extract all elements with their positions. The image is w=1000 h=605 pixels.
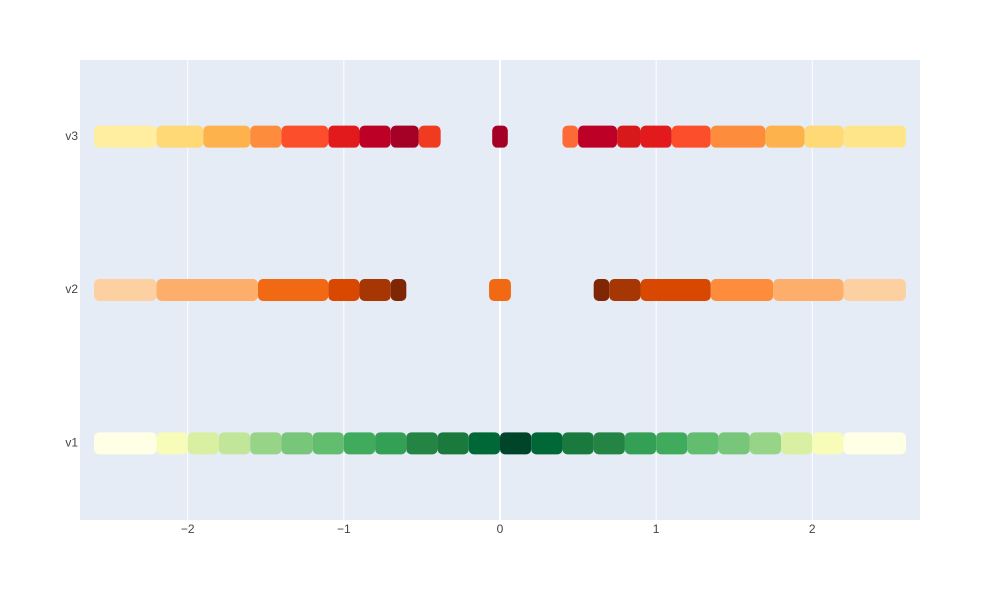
strip-segment bbox=[281, 125, 329, 148]
strip-segment bbox=[492, 125, 508, 148]
strip-segment bbox=[257, 279, 329, 301]
strip-segment bbox=[406, 432, 438, 455]
strip-segment bbox=[609, 279, 641, 301]
strip-segment bbox=[671, 125, 711, 148]
strip-segment bbox=[765, 125, 805, 148]
x-tick-label: 2 bbox=[809, 522, 816, 536]
strip-segment bbox=[489, 279, 511, 301]
strip-segment bbox=[94, 125, 157, 148]
x-tick-label: 1 bbox=[653, 522, 660, 536]
strip-segment bbox=[328, 125, 360, 148]
strip-segment bbox=[203, 125, 251, 148]
strip-segment bbox=[390, 125, 419, 148]
strip-segment bbox=[187, 432, 219, 455]
strip-segment bbox=[156, 432, 188, 455]
strip-segment bbox=[94, 432, 157, 455]
strip-segment bbox=[312, 432, 344, 455]
strip-segment bbox=[578, 125, 618, 148]
strip-segment bbox=[640, 125, 672, 148]
strip-segment bbox=[218, 432, 251, 455]
x-tick-label: 0 bbox=[497, 522, 504, 536]
strip-segment bbox=[804, 125, 844, 148]
y-tick-label: v2 bbox=[65, 282, 78, 296]
strip-segment bbox=[640, 279, 711, 301]
strip-segment bbox=[500, 432, 532, 455]
strip-segment bbox=[617, 125, 641, 148]
strip-segment bbox=[343, 432, 376, 455]
strip-segment bbox=[94, 279, 157, 301]
strip-segment bbox=[749, 432, 782, 455]
strip-segment bbox=[843, 432, 906, 455]
strip-segment bbox=[250, 125, 282, 148]
strip-segment bbox=[593, 279, 610, 301]
strip-segment bbox=[812, 432, 844, 455]
strip-segment bbox=[718, 432, 750, 455]
strip-segment bbox=[468, 432, 500, 455]
strip-segment bbox=[656, 432, 688, 455]
strip-segment bbox=[781, 432, 813, 455]
strip-segment bbox=[250, 432, 282, 455]
strip-segment bbox=[328, 279, 360, 301]
strip-segment bbox=[156, 125, 204, 148]
strip-segment bbox=[562, 125, 579, 148]
strip-segment bbox=[375, 432, 407, 455]
y-tick-label: v1 bbox=[65, 436, 78, 450]
strip-segment bbox=[390, 279, 407, 301]
strip-segment bbox=[843, 125, 906, 148]
strip-segment bbox=[624, 432, 657, 455]
strip-segment bbox=[593, 432, 625, 455]
strip-segment bbox=[359, 279, 391, 301]
strip-segment bbox=[710, 279, 774, 301]
strip-segment bbox=[843, 279, 906, 301]
y-tick-label: v3 bbox=[65, 129, 78, 143]
strip-segment bbox=[418, 125, 441, 148]
strip-segment bbox=[687, 432, 719, 455]
strip-segment bbox=[281, 432, 313, 455]
x-tick-label: −1 bbox=[337, 522, 351, 536]
strip-segment bbox=[531, 432, 563, 455]
strip-segment bbox=[437, 432, 469, 455]
strip-segment bbox=[359, 125, 391, 148]
strip-segment bbox=[710, 125, 766, 148]
strip-segment bbox=[156, 279, 258, 301]
strip-segment bbox=[562, 432, 594, 455]
x-tick-label: −2 bbox=[181, 522, 195, 536]
strip-segment bbox=[773, 279, 844, 301]
